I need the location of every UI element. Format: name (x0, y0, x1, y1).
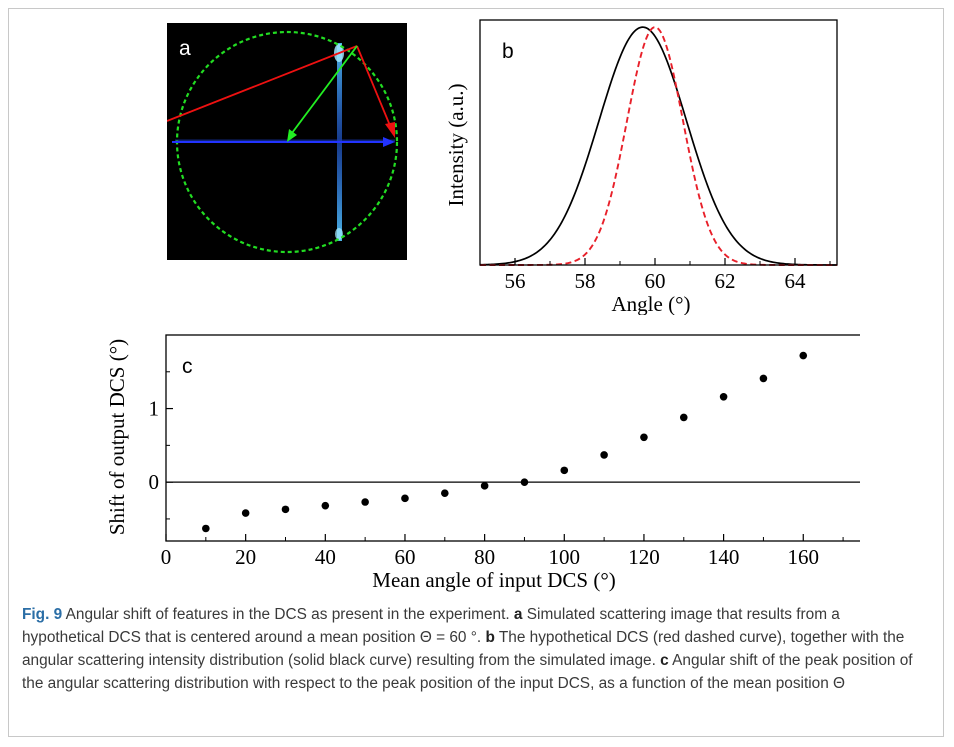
chart-b-series-solid (479, 26, 837, 266)
chart-c-point (799, 351, 808, 360)
chart-b-x-axis-label: Angle (°) (612, 292, 691, 315)
chart-c-point (401, 494, 409, 503)
chart-c-y-axis-label: Shift of output DCS (°) (105, 339, 129, 535)
chart-b-x-tick-label: 64 (785, 269, 807, 293)
chart-c-x-tick-label: 120 (628, 545, 660, 569)
panel-a-scattering-image: a (167, 23, 407, 260)
chart-c-point (759, 374, 768, 383)
chart-c-point (321, 501, 330, 510)
caption-label-a: a (513, 606, 523, 623)
figure-caption: Fig. 9 Angular shift of features in the … (22, 603, 922, 695)
chart-c-y-tick-label: 0 (149, 470, 160, 494)
chart-c-point (441, 489, 449, 497)
panel-b-letter: b (502, 40, 514, 63)
chart-c-point (281, 505, 290, 514)
caption-label-b: b (485, 629, 495, 646)
chart-b-x-tick-label: 60 (645, 269, 666, 293)
chart-c-x-axis-label: Mean angle of input DCS (°) (372, 568, 615, 592)
chart-c-point (640, 433, 648, 442)
chart-c-x-tick-label: 40 (315, 545, 336, 569)
chart-c-x-tick-label: 20 (235, 545, 256, 569)
chart-c-y-tick-label: 1 (149, 397, 160, 421)
chart-b-x-tick-label: 56 (505, 269, 526, 293)
chart-c-x-tick-label: 160 (788, 545, 820, 569)
chart-c-point (241, 509, 250, 517)
green-ray (291, 45, 358, 134)
chart-c-point (361, 498, 369, 506)
chart-c-point (560, 466, 569, 475)
caption-text-a: Simulated scattering image that results … (22, 606, 840, 646)
panel-a-letter: a (179, 37, 191, 60)
caption-fig-label: Fig. 9 (22, 606, 63, 623)
chart-c-plot-frame (165, 334, 860, 542)
chart-b-y-axis-label: Intensity (a.u.) (444, 83, 468, 206)
chart-c-point (520, 478, 529, 486)
chart-c-point (679, 413, 688, 422)
chart-c-x-tick-label: 140 (708, 545, 740, 569)
chart-c-x-tick-label: 0 (161, 545, 172, 569)
panel-c-letter: c (182, 355, 193, 378)
caption-text-b: The hypothetical DCS (red dashed curve),… (22, 629, 905, 669)
chart-b-x-tick-label: 58 (575, 269, 596, 293)
chart-b-x-tick-label: 62 (715, 269, 736, 293)
chart-c-x-tick-label: 100 (549, 545, 581, 569)
caption-text-intro: Angular shift of features in the DCS as … (65, 606, 510, 623)
scattering-image-svg (167, 30, 399, 254)
caption-label-c: c (660, 652, 669, 669)
red-arrowhead (385, 122, 395, 138)
red-ray-incoming (167, 45, 358, 122)
chart-c-point (202, 524, 210, 533)
chart-b: 56 58 60 62 64 b Angle (°) Intensity (a.u.) (444, 19, 838, 315)
green-arrowhead (287, 129, 297, 142)
chart-c-point (719, 393, 728, 401)
chart-c-point (480, 482, 489, 490)
figure-frame (8, 8, 944, 737)
chart-c-x-tick-label: 60 (394, 545, 415, 569)
blue-arrowhead (383, 137, 395, 147)
chart-c-point (600, 451, 608, 459)
caption-text-c: Angular shift of the peak position of th… (22, 652, 913, 692)
chart-c: 0 20 40 60 80 100 120 140 160 0 1 c Mean angle of … (105, 334, 860, 592)
chart-c-x-tick-label: 80 (474, 545, 495, 569)
chart-b-plot-frame (479, 19, 838, 266)
red-ray-outgoing (356, 45, 392, 129)
chart-b-series-dashed (480, 26, 837, 266)
